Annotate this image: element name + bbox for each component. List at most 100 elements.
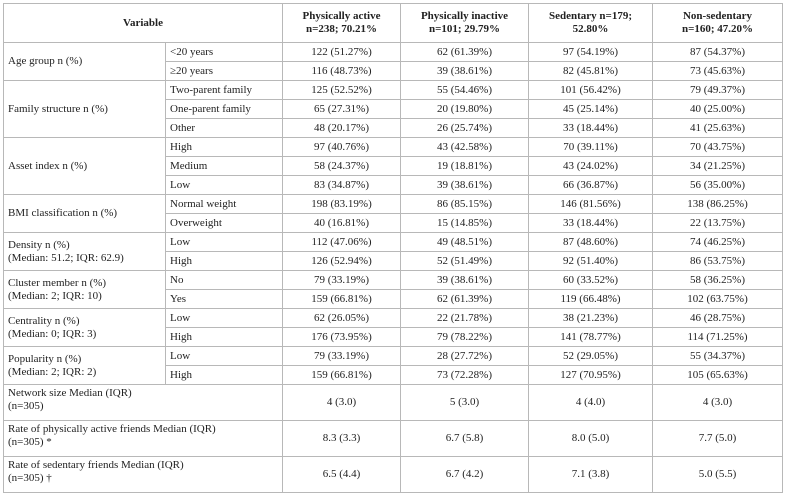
group-label: Age group n (%) xyxy=(3,42,166,81)
value-cell: 87 (54.37%) xyxy=(652,42,783,62)
text-line: Centrality n (%) xyxy=(8,314,80,327)
value-cell: 43 (42.58%) xyxy=(400,137,529,157)
text-line: (Median: 2; IQR: 2) xyxy=(8,365,97,378)
value-cell: 97 (54.19%) xyxy=(528,42,653,62)
text-line: Density n (%) xyxy=(8,238,70,251)
value-cell: 55 (34.37%) xyxy=(652,346,783,366)
text-line: Physically active xyxy=(302,10,381,22)
sub-label: High xyxy=(165,137,283,157)
value-cell: 102 (63.75%) xyxy=(652,289,783,309)
text-line: (Median: 0; IQR: 3) xyxy=(8,327,97,340)
value-cell: 33 (18.44%) xyxy=(528,118,653,138)
group-label: Cluster member n (%) (Median: 2; IQR: 10) xyxy=(3,270,166,309)
value-cell: 97 (40.76%) xyxy=(282,137,401,157)
sub-label: One-parent family xyxy=(165,99,283,119)
value-cell: 38 (21.23%) xyxy=(528,308,653,328)
value-cell: 66 (36.87%) xyxy=(528,175,653,195)
sub-label: High xyxy=(165,365,283,385)
sub-label: Low xyxy=(165,175,283,195)
table-row: Popularity n (%) (Median: 2; IQR: 2) Low 79… xyxy=(3,346,783,385)
text-line: n=160; 47.20% xyxy=(681,23,754,35)
text-line: n=101; 29.79% xyxy=(428,23,501,35)
value-cell: 6.5 (4.4) xyxy=(282,456,401,493)
group-label: Rate of sedentary friends Median (IQR) (n… xyxy=(3,456,283,493)
sub-label: Yes xyxy=(165,289,283,309)
sub-label: High xyxy=(165,327,283,347)
table-row: Centrality n (%) (Median: 0; IQR: 3) Low 62… xyxy=(3,308,783,347)
value-cell: 5.0 (5.5) xyxy=(652,456,783,493)
value-cell: 126 (52.94%) xyxy=(282,251,401,271)
sub-label: Other xyxy=(165,118,283,138)
value-cell: 28 (27.72%) xyxy=(400,346,529,366)
value-cell: 60 (33.52%) xyxy=(528,270,653,290)
sub-label: ≥20 years xyxy=(165,61,283,81)
sub-label: Two-parent family xyxy=(165,80,283,100)
sub-label: No xyxy=(165,270,283,290)
text-line: (Median: 51.2; IQR: 62.9) xyxy=(8,251,124,264)
value-cell: 15 (14.85%) xyxy=(400,213,529,233)
table-row: Family structure n (%) Two-parent family 1… xyxy=(3,80,783,138)
sub-label: Low xyxy=(165,232,283,252)
value-cell: 82 (45.81%) xyxy=(528,61,653,81)
text-line: 52.80% xyxy=(572,23,609,35)
table-row: Rate of physically active friends Median… xyxy=(3,420,783,457)
table-row: Other 48 (20.17%) 26 (25.74%) 33 (18.44%) 41… xyxy=(4,118,783,138)
text-line: (n=305) xyxy=(8,400,44,412)
text-line: Popularity n (%) xyxy=(8,352,82,365)
table-row: Yes 159 (66.81%) 62 (61.39%) 119 (66.48%) 10… xyxy=(4,289,783,309)
value-cell: 48 (20.17%) xyxy=(282,118,401,138)
text-line: Asset index n (%) xyxy=(8,159,88,172)
text-line: Cluster member n (%) xyxy=(8,276,107,289)
value-cell: 52 (51.49%) xyxy=(400,251,529,271)
value-cell: 159 (66.81%) xyxy=(282,289,401,309)
table-row: Age group n (%) <20 years 122 (51.27%) 62 (… xyxy=(3,42,783,81)
value-cell: 39 (38.61%) xyxy=(400,175,529,195)
text-line: Rate of physically active friends Median… xyxy=(8,423,216,435)
value-cell: 70 (39.11%) xyxy=(528,137,653,157)
table-row: ≥20 years 116 (48.73%) 39 (38.61%) 82 (45.8… xyxy=(4,61,783,81)
value-cell: 79 (33.19%) xyxy=(282,270,401,290)
value-cell: 105 (65.63%) xyxy=(652,365,783,385)
text-line: BMI classification n (%) xyxy=(8,207,118,219)
value-cell: 39 (38.61%) xyxy=(400,270,529,290)
value-cell: 26 (25.74%) xyxy=(400,118,529,138)
text-line: Family structure n (%) xyxy=(8,102,108,115)
group-label: Rate of physically active friends Median… xyxy=(3,420,283,457)
value-cell: 40 (16.81%) xyxy=(282,213,401,233)
table-row: High 159 (66.81%) 73 (72.28%) 127 (70.95%) 1… xyxy=(4,365,783,385)
value-cell: 4 (4.0) xyxy=(528,384,653,421)
value-cell: 79 (33.19%) xyxy=(282,346,401,366)
text-line: Non-sedentary xyxy=(682,10,753,22)
value-cell: 127 (70.95%) xyxy=(528,365,653,385)
value-cell: 62 (26.05%) xyxy=(282,308,401,328)
data-table: Variable Physically active n=238; 70.21% Ph… xyxy=(3,3,783,493)
value-cell: 58 (36.25%) xyxy=(652,270,783,290)
value-cell: 73 (72.28%) xyxy=(400,365,529,385)
value-cell: 92 (51.40%) xyxy=(528,251,653,271)
value-cell: 41 (25.63%) xyxy=(652,118,783,138)
value-cell: 112 (47.06%) xyxy=(282,232,401,252)
value-cell: 79 (49.37%) xyxy=(652,80,783,100)
text-line: Age group n (%) xyxy=(8,55,83,67)
text-line: Sedentary n=179; xyxy=(549,10,632,22)
value-cell: 70 (43.75%) xyxy=(652,137,783,157)
value-cell: 83 (34.87%) xyxy=(282,175,401,195)
table-row: Low 83 (34.87%) 39 (38.61%) 66 (36.87%) 56 (… xyxy=(4,175,783,195)
value-cell: 86 (85.15%) xyxy=(400,194,529,214)
value-cell: 125 (52.52%) xyxy=(282,80,401,100)
table-row: BMI classification n (%) Normal weight 198… xyxy=(3,194,783,233)
value-cell: 7.7 (5.0) xyxy=(652,420,783,457)
value-cell: 20 (19.80%) xyxy=(400,99,529,119)
group-label: Asset index n (%) xyxy=(3,137,166,195)
table-header: Variable Physically active n=238; 70.21% Ph… xyxy=(3,3,783,43)
value-cell: 141 (78.77%) xyxy=(528,327,653,347)
sub-label: Medium xyxy=(165,156,283,176)
value-cell: 6.7 (5.8) xyxy=(400,420,529,457)
value-cell: 138 (86.25%) xyxy=(652,194,783,214)
header-cell: Non-sedentary n=160; 47.20% xyxy=(652,3,783,43)
text-line: Network size Median (IQR) xyxy=(8,387,132,399)
value-cell: 52 (29.05%) xyxy=(528,346,653,366)
text-line: (n=305) * xyxy=(8,436,52,448)
value-cell: 65 (27.31%) xyxy=(282,99,401,119)
text-line: Rate of sedentary friends Median (IQR) xyxy=(8,459,184,471)
